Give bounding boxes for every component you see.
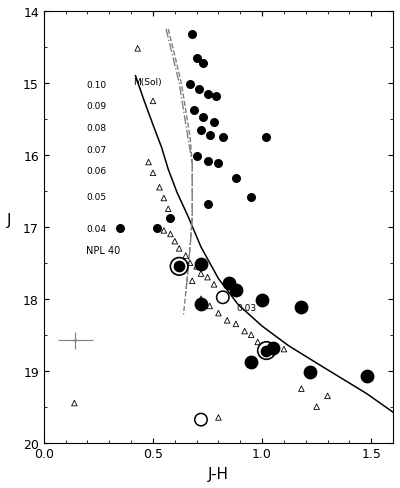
Point: [242, 327, 248, 335]
Point: [176, 263, 182, 271]
Point: [165, 205, 172, 213]
Point: [215, 160, 222, 168]
Point: [204, 157, 211, 165]
Point: [224, 317, 230, 325]
Point: [248, 331, 254, 339]
Point: [254, 338, 261, 346]
Point: [307, 368, 313, 376]
Point: [213, 93, 220, 101]
Point: [204, 91, 211, 99]
Point: [211, 281, 217, 289]
Point: [324, 392, 331, 400]
Point: [259, 297, 265, 305]
Point: [270, 342, 276, 350]
Text: 0.04: 0.04: [86, 224, 106, 233]
Point: [233, 175, 239, 183]
Text: 0.06: 0.06: [86, 167, 106, 176]
Point: [167, 215, 174, 223]
Point: [161, 195, 167, 203]
Point: [117, 225, 124, 233]
Point: [156, 184, 163, 192]
Point: [194, 153, 200, 161]
Point: [194, 263, 200, 271]
Point: [281, 346, 287, 353]
Point: [176, 263, 182, 271]
Point: [206, 303, 213, 310]
Text: NPL 40: NPL 40: [86, 245, 121, 255]
Point: [220, 134, 226, 142]
Text: 0.07: 0.07: [86, 145, 106, 154]
Text: 0.10: 0.10: [86, 81, 106, 90]
Point: [200, 61, 206, 68]
Point: [194, 55, 200, 62]
Point: [189, 277, 196, 285]
Point: [215, 309, 222, 317]
Point: [298, 304, 304, 312]
Text: 0.08: 0.08: [86, 124, 106, 133]
Point: [248, 358, 254, 366]
Point: [204, 274, 211, 282]
Point: [233, 286, 239, 294]
Point: [263, 347, 270, 355]
Point: [196, 85, 202, 93]
Point: [191, 107, 198, 115]
Point: [189, 464, 196, 472]
Point: [198, 270, 204, 278]
Point: [145, 159, 152, 166]
Text: M(Sol): M(Sol): [133, 78, 162, 87]
Point: [150, 169, 156, 177]
Point: [220, 294, 226, 302]
Point: [189, 31, 196, 39]
Point: [263, 134, 270, 142]
Point: [187, 259, 193, 267]
Point: [248, 193, 254, 201]
Text: 0.09: 0.09: [86, 102, 106, 111]
Point: [71, 399, 78, 407]
Text: 0.03: 0.03: [236, 303, 256, 312]
Point: [198, 261, 204, 268]
Point: [263, 347, 270, 355]
Point: [154, 225, 160, 233]
Point: [200, 114, 206, 122]
Point: [364, 373, 370, 381]
Point: [187, 81, 193, 89]
Point: [198, 126, 204, 134]
Point: [211, 119, 217, 127]
Point: [226, 280, 232, 287]
Point: [206, 131, 213, 139]
X-axis label: J-H: J-H: [208, 466, 229, 481]
Point: [314, 403, 320, 411]
Point: [298, 385, 304, 393]
Point: [204, 201, 211, 208]
Point: [161, 227, 167, 235]
Point: [233, 320, 239, 328]
Point: [198, 416, 204, 424]
Point: [176, 245, 182, 253]
Point: [198, 295, 204, 303]
Point: [150, 98, 156, 105]
Text: 0.05: 0.05: [86, 193, 106, 202]
Point: [198, 301, 204, 309]
Point: [167, 231, 174, 239]
Point: [134, 45, 141, 53]
Y-axis label: J: J: [7, 212, 12, 227]
Point: [182, 252, 189, 260]
Point: [215, 414, 222, 422]
Point: [270, 344, 276, 352]
Point: [172, 238, 178, 245]
